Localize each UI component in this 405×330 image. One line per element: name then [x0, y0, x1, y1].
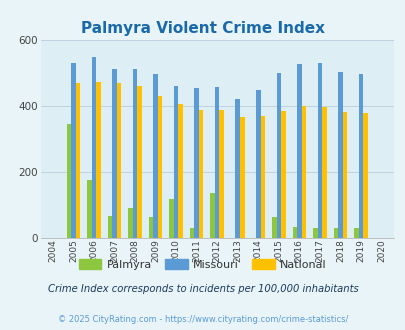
Bar [66, 124, 71, 238]
Text: Palmyra Violent Crime Index: Palmyra Violent Crime Index [81, 21, 324, 36]
Bar [153, 74, 158, 238]
Bar [92, 57, 96, 238]
Bar [87, 180, 92, 238]
Bar [190, 228, 194, 238]
Bar [219, 110, 224, 238]
Bar [280, 111, 285, 238]
Bar [173, 86, 178, 238]
Bar [117, 83, 121, 238]
Bar [358, 74, 362, 238]
Bar [271, 217, 276, 238]
Bar [75, 83, 80, 238]
Bar [260, 115, 264, 238]
Bar [312, 228, 317, 238]
Bar [198, 110, 203, 238]
Bar [362, 113, 367, 238]
Bar [256, 90, 260, 238]
Text: Crime Index corresponds to incidents per 100,000 inhabitants: Crime Index corresponds to incidents per… [47, 284, 358, 294]
Bar [158, 96, 162, 238]
Bar [169, 199, 173, 238]
Bar [178, 104, 183, 238]
Bar [128, 208, 132, 238]
Bar [337, 72, 342, 238]
Bar [194, 88, 198, 238]
Bar [239, 117, 244, 238]
Legend: Palmyra, Missouri, National: Palmyra, Missouri, National [75, 255, 330, 274]
Text: © 2025 CityRating.com - https://www.cityrating.com/crime-statistics/: © 2025 CityRating.com - https://www.city… [58, 315, 347, 324]
Bar [321, 107, 326, 238]
Bar [112, 69, 117, 238]
Bar [301, 106, 305, 238]
Bar [276, 73, 280, 238]
Bar [132, 69, 137, 238]
Bar [235, 99, 239, 238]
Bar [96, 82, 100, 238]
Bar [342, 112, 346, 238]
Bar [317, 63, 321, 238]
Bar [292, 227, 296, 238]
Bar [71, 63, 75, 238]
Bar [214, 87, 219, 238]
Bar [353, 228, 358, 238]
Bar [296, 64, 301, 238]
Bar [107, 216, 112, 238]
Bar [210, 193, 214, 238]
Bar [137, 86, 141, 238]
Bar [149, 217, 153, 238]
Bar [333, 228, 337, 238]
